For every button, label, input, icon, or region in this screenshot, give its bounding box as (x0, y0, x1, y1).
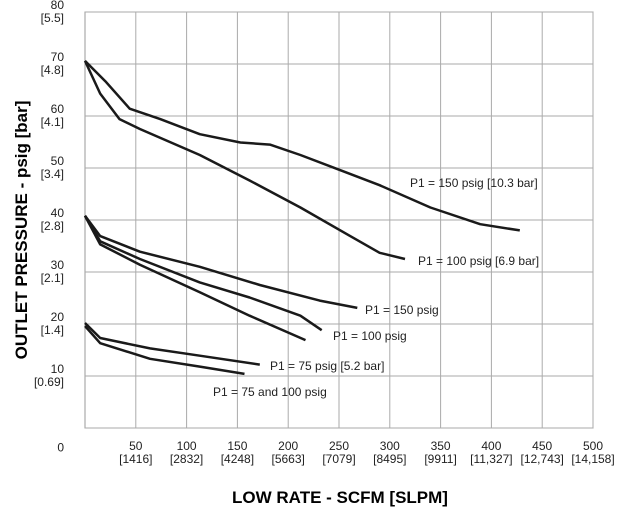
x-tick-label: 100 [2832] (169, 439, 204, 466)
flow-curve (84, 60, 520, 232)
flow-curve (83, 215, 358, 310)
series-label: P1 = 150 psig [10.3 bar] (410, 176, 538, 190)
x-tick-label: 450 [12,743] (520, 439, 564, 466)
y-tick-label: 20 [1.4] (40, 310, 64, 337)
flow-curve (83, 60, 406, 261)
flow-curve (83, 215, 323, 332)
series-label: P1 = 75 and 100 psig (213, 385, 327, 399)
x-tick-label: 50 [1416] (119, 439, 153, 466)
y-tick-label: 10 [0.69] (33, 362, 64, 389)
x-tick-label: 150 [4248] (220, 439, 255, 466)
series-label: P1 = 75 psig [5.2 bar] (270, 359, 385, 373)
y-tick-label: 50 [3.4] (40, 154, 64, 181)
y-tick-label: 60 [4.1] (40, 102, 64, 129)
flow-curve (83, 215, 307, 342)
flow-curve (84, 322, 260, 366)
series-label: P1 = 100 psig (333, 329, 407, 343)
x-tick-label: 300 [8495] (373, 439, 407, 466)
x-tick-label: 350 [9911] (424, 439, 457, 466)
x-axis-title: LOW RATE - SCFM [SLPM] (232, 488, 448, 507)
series-label: P1 = 100 psig [6.9 bar] (418, 254, 540, 268)
y-tick-label: 70 [4.8] (40, 50, 64, 77)
x-tick-label: 500 [14,158] (571, 439, 615, 466)
y-tick-label: 0 (57, 440, 64, 455)
y-tick-label: 30 [2.1] (40, 258, 64, 285)
x-tick-label: 200 [5663] (271, 439, 305, 466)
series-label: P1 = 150 psig (365, 303, 439, 317)
flow-curve (84, 325, 245, 376)
y-tick-label: 40 [2.8] (40, 206, 64, 233)
x-tick-label: 250 [7079] (322, 439, 356, 466)
y-tick-label: 80 [5.5] (40, 0, 64, 25)
x-tick-label: 400 [11,327] (470, 439, 513, 466)
